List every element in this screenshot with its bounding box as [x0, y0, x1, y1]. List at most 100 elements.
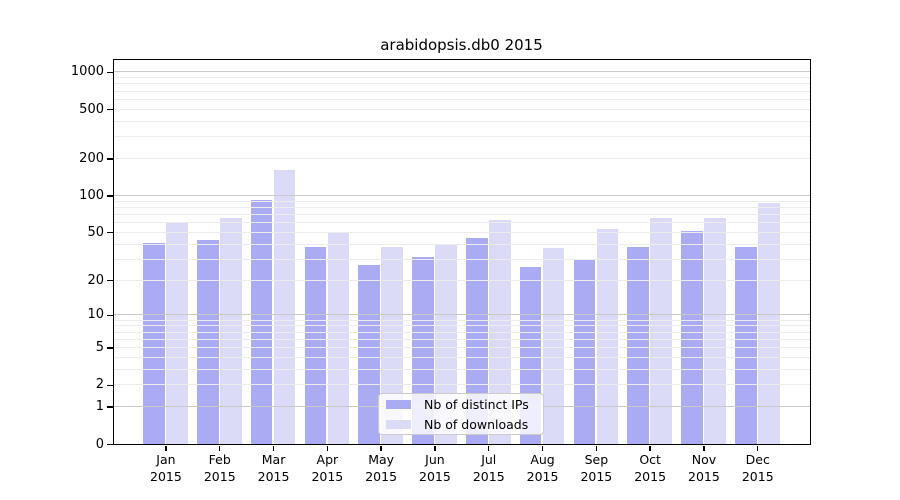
x-tick-label: Jan 2015	[150, 452, 182, 484]
legend-swatch-downloads	[386, 419, 411, 429]
gridline-major	[114, 314, 810, 316]
legend-label-distinct-ips: Nb of distinct IPs	[424, 396, 529, 412]
bar-distinct-ips-mar	[250, 200, 273, 444]
bar-downloads-feb	[220, 218, 242, 444]
x-tick-label: Sep 2015	[580, 452, 613, 484]
x-tick-label: Aug 2015	[526, 452, 559, 484]
gridline-minor	[114, 213, 810, 215]
gridline-major	[114, 71, 810, 73]
bar-downloads-oct	[650, 218, 672, 444]
bar-distinct-ips-dec	[735, 246, 757, 444]
bar-downloads-aug	[542, 248, 565, 444]
gridline-minor	[114, 157, 810, 159]
y-tick	[107, 158, 113, 160]
gridline-minor	[114, 279, 810, 281]
y-tick-label: 20	[87, 272, 104, 288]
gridline-minor	[114, 243, 810, 245]
gridline-minor	[114, 231, 810, 233]
bar-downloads-dec	[758, 203, 780, 444]
y-tick	[107, 232, 113, 234]
x-tick	[703, 446, 705, 451]
x-tick	[757, 446, 759, 451]
y-tick	[107, 195, 113, 197]
y-tick	[107, 109, 113, 111]
x-tick-label: Jun 2015	[419, 452, 451, 484]
bar-distinct-ips-sep	[573, 259, 596, 444]
bar-distinct-ips-jan	[143, 242, 165, 444]
bar-downloads-nov	[704, 217, 726, 444]
y-tick	[107, 384, 113, 387]
legend-item-downloads: Nb of downloads	[379, 416, 543, 433]
x-tick	[219, 446, 221, 451]
x-tick-label: Mar 2015	[257, 452, 290, 484]
bar-distinct-ips-jul	[466, 237, 488, 444]
gridline-minor	[114, 331, 810, 333]
gridline-minor	[114, 338, 810, 340]
y-tick	[107, 71, 113, 74]
plot-area: Nb of distinct IPs Nb of downloads	[113, 59, 811, 445]
gridline-minor	[114, 368, 810, 370]
y-tick-label: 10	[87, 307, 104, 323]
bar-distinct-ips-oct	[627, 246, 649, 444]
bar-distinct-ips-feb	[197, 240, 219, 444]
legend-swatch-distinct-ips	[386, 399, 411, 409]
x-tick-label: Nov 2015	[688, 452, 720, 484]
y-tick-label: 100	[79, 187, 104, 203]
x-tick-label: Jul 2015	[472, 452, 505, 484]
bar-downloads-mar	[273, 170, 296, 444]
x-tick-label: Apr 2015	[311, 452, 344, 484]
y-tick	[107, 279, 113, 282]
y-tick-label: 2	[95, 377, 104, 393]
bar-downloads-sep	[596, 229, 619, 444]
y-tick-label: 5	[95, 340, 104, 355]
gridline-minor	[114, 325, 810, 327]
legend-item-distinct-ips: Nb of distinct IPs	[379, 396, 543, 413]
y-tick	[107, 347, 113, 349]
x-tick	[649, 446, 651, 451]
gridline-minor	[114, 200, 810, 202]
gridline-major	[114, 194, 810, 196]
gridline-minor	[114, 258, 810, 260]
gridline-minor	[114, 222, 810, 224]
bar-downloads-jan	[166, 222, 188, 444]
y-tick	[107, 443, 113, 446]
gridline-minor	[114, 206, 810, 208]
x-tick-label: May 2015	[365, 452, 398, 484]
x-tick	[272, 446, 275, 451]
bar-downloads-apr	[327, 233, 350, 444]
gridline-minor	[114, 90, 810, 92]
x-tick	[380, 446, 382, 451]
bar-distinct-ips-apr	[304, 246, 327, 444]
bar-distinct-ips-may	[358, 264, 380, 444]
gridline-minor	[114, 83, 810, 85]
gridline-minor	[114, 77, 810, 79]
x-tick-label: Dec 2015	[741, 452, 774, 484]
gridline-minor	[114, 319, 810, 321]
legend: Nb of distinct IPs Nb of downloads	[378, 393, 544, 435]
y-tick-label: 0	[95, 436, 104, 452]
y-tick-label: 50	[87, 224, 104, 240]
y-tick	[107, 406, 113, 408]
bar-distinct-ips-nov	[681, 231, 703, 444]
chart-title: arabidopsis.db0 2015	[380, 36, 543, 54]
gridline-minor	[114, 384, 810, 386]
gridline-minor	[114, 98, 810, 100]
gridline-minor	[114, 136, 810, 138]
x-tick-label: Oct 2015	[634, 452, 667, 484]
x-tick	[434, 446, 436, 451]
y-tick-label: 1	[95, 399, 104, 415]
y-tick-label: 500	[79, 101, 104, 117]
gridline-minor	[114, 356, 810, 358]
y-tick	[107, 314, 113, 317]
x-tick-label: Feb 2015	[203, 452, 236, 484]
x-tick	[165, 446, 167, 451]
gridline-minor	[114, 120, 810, 122]
x-tick	[595, 446, 598, 451]
gridline-minor	[114, 108, 810, 110]
legend-label-downloads: Nb of downloads	[424, 416, 529, 432]
x-tick	[488, 446, 490, 451]
x-tick	[326, 446, 329, 451]
x-tick	[541, 446, 544, 451]
y-tick-label: 200	[79, 150, 104, 166]
